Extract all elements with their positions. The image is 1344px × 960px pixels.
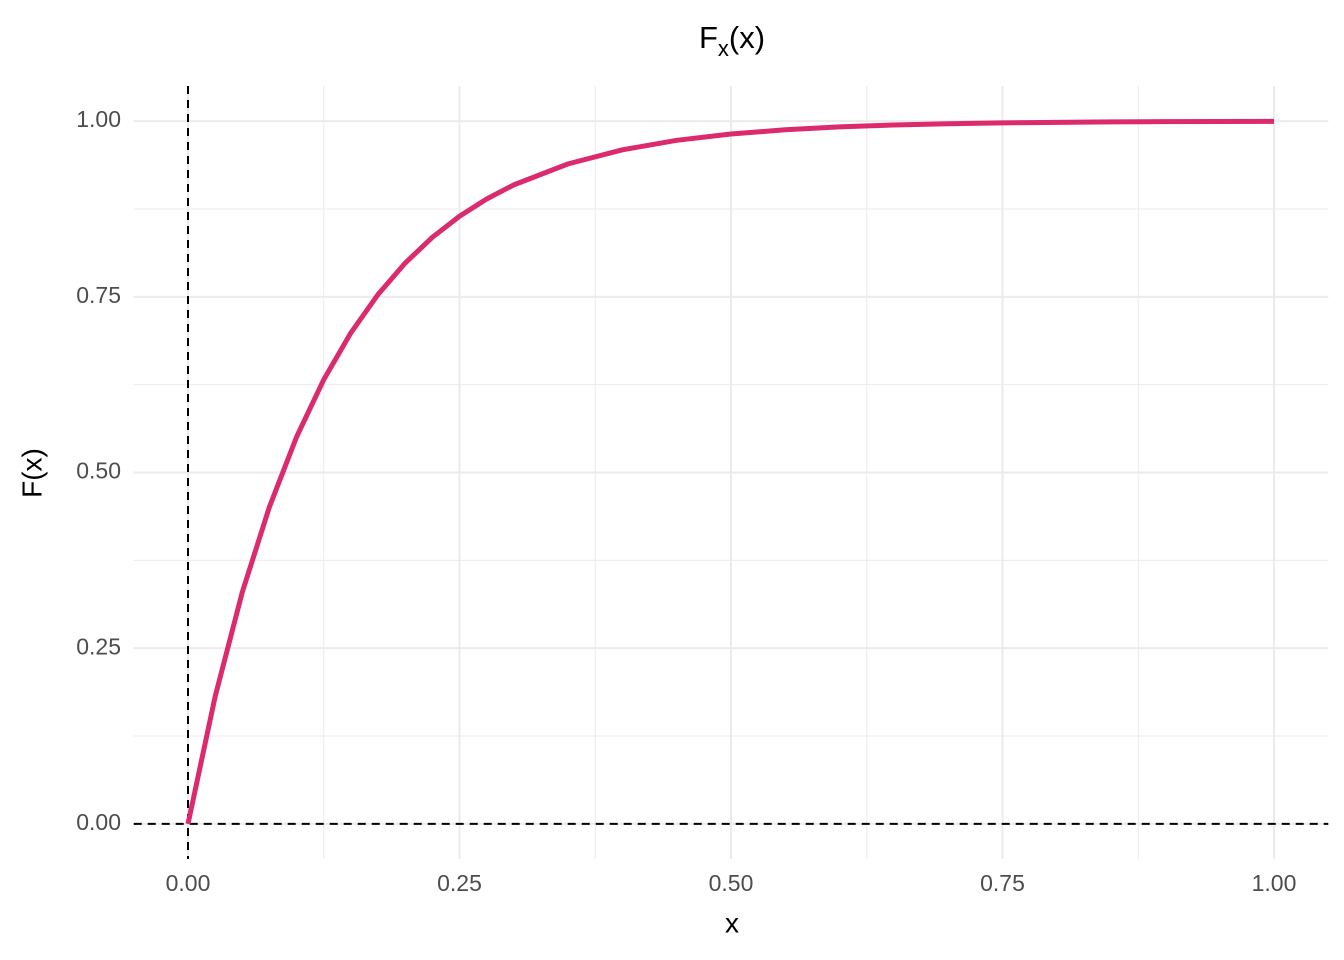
x-tick-label: 1.00 — [1252, 870, 1297, 896]
line — [185, 118, 1275, 825]
title-subscript: x — [718, 36, 729, 61]
y-axis-title: F(x) — [16, 448, 47, 498]
y-tick-label: 0.00 — [76, 809, 121, 835]
x-tick-label: 0.00 — [166, 870, 211, 896]
y-tick-label: 0.75 — [76, 282, 121, 308]
x-axis-title: x — [725, 907, 739, 938]
title-suffix: (x) — [729, 20, 765, 55]
x-tick-label: 0.50 — [709, 870, 754, 896]
x-tick-label: 0.25 — [437, 870, 482, 896]
x-tick-label: 0.75 — [980, 870, 1025, 896]
y-tick-label: 1.00 — [76, 106, 121, 132]
y-tick-label: 0.25 — [76, 633, 121, 659]
y-tick-label: 0.50 — [76, 458, 121, 484]
title-main: F — [699, 20, 718, 55]
chart-title: Fx(x) — [699, 20, 765, 61]
